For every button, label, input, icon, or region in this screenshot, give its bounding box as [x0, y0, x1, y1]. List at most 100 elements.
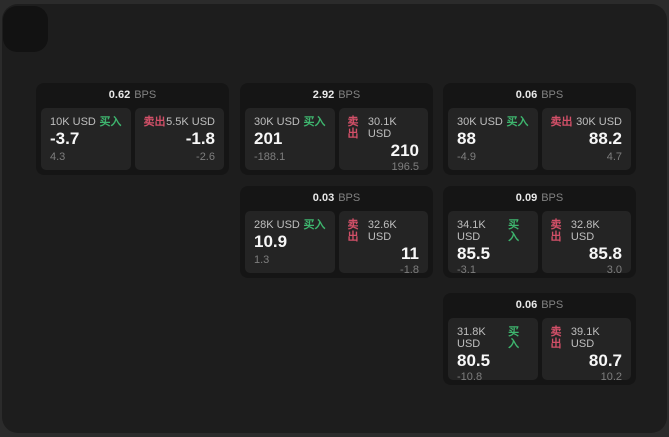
buy-side-label: 买入 [506, 116, 529, 128]
quote-card: 2.92 BPS 30K USD 买入 201 -188.1 卖出 30.1K … [240, 83, 433, 175]
sell-price: -1.8 [185, 129, 215, 148]
card-header: 0.06 BPS [443, 83, 636, 108]
sell-quote-tile[interactable]: 卖出 32.6K USD 11 -1.8 [338, 211, 428, 276]
sell-side-label: 卖出 [143, 116, 166, 128]
bps-value: 2.92 [312, 89, 335, 101]
sell-delta: 10.2 [600, 371, 622, 383]
buy-quote-tile[interactable]: 28K USD 买入 10.9 1.3 [245, 211, 335, 273]
sell-side-label: 卖出 [347, 116, 359, 140]
quote-card: 0.06 BPS 31.8K USD 买入 80.5 -10.8 卖出 39.1… [443, 293, 636, 385]
bps-value: 0.62 [108, 89, 131, 101]
buy-delta: -3.1 [457, 264, 476, 276]
buy-delta: 1.3 [254, 254, 270, 266]
quote-panels: 28K USD 买入 10.9 1.3 卖出 32.6K USD 11 -1.8 [240, 211, 433, 276]
sell-side-label: 卖出 [550, 116, 573, 128]
card-header: 2.92 BPS [240, 83, 433, 108]
sell-side-label: 卖出 [550, 219, 562, 243]
corner-tile [3, 6, 48, 52]
buy-side-label: 买入 [508, 219, 520, 243]
sell-amount: 5.5K USD [166, 116, 215, 128]
buy-amount: 34.1K USD [457, 219, 486, 243]
app-window: 0.62 BPS 10K USD 买入 -3.7 4.3 卖出 5.5K USD… [2, 4, 667, 433]
bps-unit-label: BPS [541, 192, 564, 204]
sell-delta: 4.7 [606, 151, 622, 163]
buy-quote-tile[interactable]: 30K USD 买入 201 -188.1 [245, 108, 335, 170]
sell-price: 88.2 [588, 129, 622, 148]
buy-delta: -10.8 [457, 371, 483, 383]
buy-panel-top: 30K USD 买入 [254, 116, 326, 128]
buy-delta: 4.3 [50, 151, 66, 163]
bps-unit-label: BPS [338, 192, 361, 204]
buy-panel-top: 31.8K USD 买入 [457, 326, 529, 350]
quote-card: 0.62 BPS 10K USD 买入 -3.7 4.3 卖出 5.5K USD… [36, 83, 229, 175]
sell-delta: -1.8 [400, 264, 419, 276]
sell-panel-top: 卖出 30.1K USD [348, 116, 420, 140]
sell-price: 80.7 [588, 351, 622, 370]
sell-quote-tile[interactable]: 卖出 39.1K USD 80.7 10.2 [541, 318, 631, 383]
buy-amount: 30K USD [457, 116, 503, 128]
quote-card: 0.06 BPS 30K USD 买入 88 -4.9 卖出 30K USD 8… [443, 83, 636, 175]
buy-price: 88 [457, 129, 476, 148]
buy-side-label: 买入 [303, 219, 326, 231]
buy-quote-tile[interactable]: 10K USD 买入 -3.7 4.3 [41, 108, 131, 170]
sell-price: 11 [401, 244, 419, 263]
buy-price: 10.9 [254, 232, 288, 251]
sell-amount: 32.6K USD [367, 219, 397, 243]
quote-card: 0.09 BPS 34.1K USD 买入 85.5 -3.1 卖出 32.8K… [443, 186, 636, 278]
sell-side-label: 卖出 [550, 326, 562, 350]
sell-quote-tile[interactable]: 卖出 30.1K USD 210 196.5 [338, 108, 428, 173]
quote-panels: 34.1K USD 买入 85.5 -3.1 卖出 32.8K USD 85.8… [443, 211, 636, 276]
buy-panel-top: 30K USD 买入 [457, 116, 529, 128]
sell-quote-tile[interactable]: 卖出 5.5K USD -1.8 -2.6 [134, 108, 224, 170]
sell-panel-top: 卖出 5.5K USD [144, 116, 216, 128]
quote-panels: 30K USD 买入 201 -188.1 卖出 30.1K USD 210 1… [240, 108, 433, 173]
sell-amount: 32.8K USD [570, 219, 600, 243]
buy-side-label: 买入 [99, 116, 122, 128]
bps-unit-label: BPS [338, 89, 361, 101]
buy-quote-tile[interactable]: 31.8K USD 买入 80.5 -10.8 [448, 318, 538, 383]
buy-amount: 30K USD [254, 116, 300, 128]
buy-panel-top: 34.1K USD 买入 [457, 219, 529, 243]
bps-unit-label: BPS [541, 299, 564, 311]
bps-value: 0.06 [515, 89, 538, 101]
sell-quote-tile[interactable]: 卖出 32.8K USD 85.8 3.0 [541, 211, 631, 276]
buy-price: -3.7 [50, 129, 80, 148]
buy-panel-top: 10K USD 买入 [50, 116, 122, 128]
quote-card: 0.03 BPS 28K USD 买入 10.9 1.3 卖出 32.6K US… [240, 186, 433, 278]
sell-price: 210 [390, 141, 419, 160]
sell-delta: 3.0 [606, 264, 622, 276]
card-header: 0.03 BPS [240, 186, 433, 211]
buy-price: 80.5 [457, 351, 491, 370]
buy-amount: 28K USD [254, 219, 300, 231]
sell-delta: 196.5 [391, 161, 419, 173]
sell-quote-tile[interactable]: 卖出 30K USD 88.2 4.7 [541, 108, 631, 170]
sell-price: 85.8 [588, 244, 622, 263]
sell-panel-top: 卖出 39.1K USD [551, 326, 623, 350]
card-header: 0.62 BPS [36, 83, 229, 108]
bps-unit-label: BPS [541, 89, 564, 101]
buy-amount: 31.8K USD [457, 326, 486, 350]
buy-quote-tile[interactable]: 30K USD 买入 88 -4.9 [448, 108, 538, 170]
sell-panel-top: 卖出 32.6K USD [348, 219, 420, 243]
quote-panels: 10K USD 买入 -3.7 4.3 卖出 5.5K USD -1.8 -2.… [36, 108, 229, 170]
sell-delta: -2.6 [196, 151, 215, 163]
buy-delta: -4.9 [457, 151, 476, 163]
sell-side-label: 卖出 [347, 219, 359, 243]
card-header: 0.09 BPS [443, 186, 636, 211]
bps-unit-label: BPS [134, 89, 157, 101]
buy-quote-tile[interactable]: 34.1K USD 买入 85.5 -3.1 [448, 211, 538, 276]
quote-panels: 30K USD 买入 88 -4.9 卖出 30K USD 88.2 4.7 [443, 108, 636, 170]
buy-amount: 10K USD [50, 116, 96, 128]
card-header: 0.06 BPS [443, 293, 636, 318]
sell-amount: 30.1K USD [367, 116, 397, 140]
quote-panels: 31.8K USD 买入 80.5 -10.8 卖出 39.1K USD 80.… [443, 318, 636, 383]
bps-value: 0.09 [515, 192, 538, 204]
bps-value: 0.06 [515, 299, 538, 311]
buy-price: 201 [254, 129, 283, 148]
buy-price: 85.5 [457, 244, 491, 263]
sell-panel-top: 卖出 30K USD [551, 116, 623, 128]
buy-delta: -188.1 [254, 151, 286, 163]
bps-value: 0.03 [312, 192, 335, 204]
buy-side-label: 买入 [508, 326, 520, 350]
buy-panel-top: 28K USD 买入 [254, 219, 326, 231]
